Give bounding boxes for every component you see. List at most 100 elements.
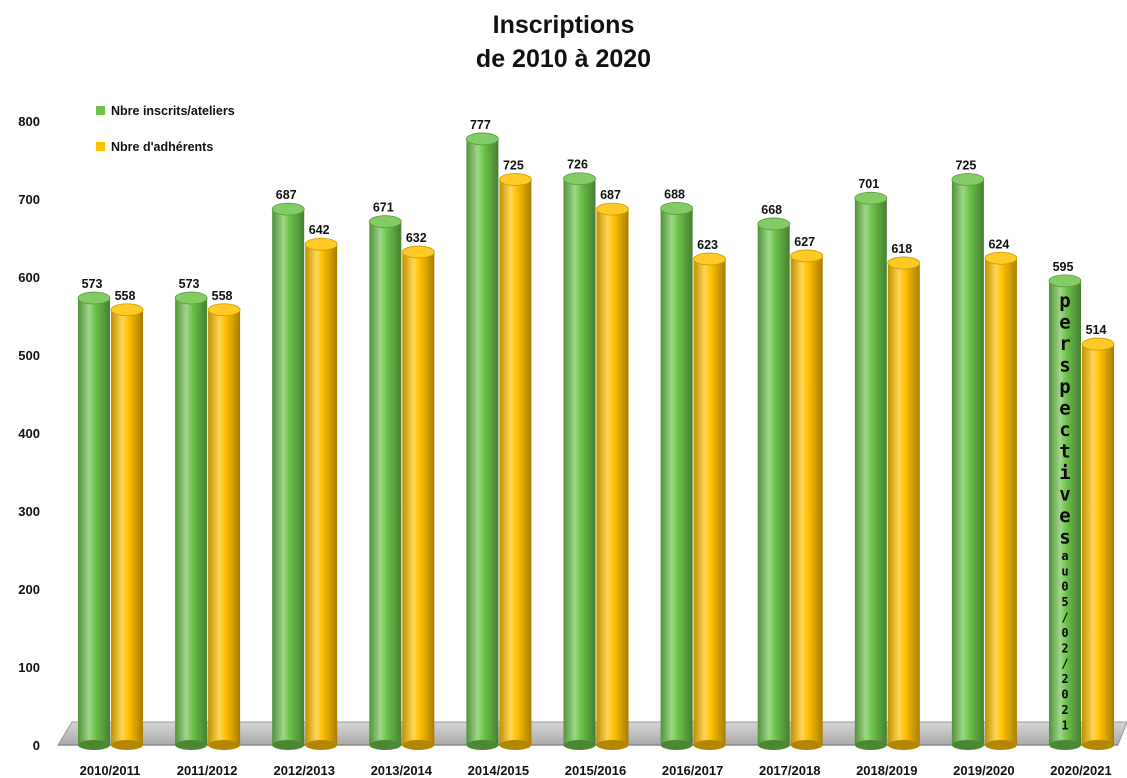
bar-adherents [305, 244, 338, 746]
bar-inscrits [660, 208, 693, 746]
annotation-letter-small: 0 [1061, 626, 1068, 640]
data-label: 618 [891, 242, 912, 256]
bar-base-cap [402, 740, 435, 750]
data-label: 671 [373, 201, 394, 215]
bar-inscrits [563, 178, 596, 746]
chart-title-line-2: de 2010 à 2020 [475, 45, 652, 73]
bar-base-cap [660, 740, 693, 750]
bar-adherents [1082, 344, 1114, 745]
y-tick-label: 0 [33, 738, 40, 753]
data-label: 642 [309, 223, 330, 237]
bar-base-cap [272, 740, 305, 750]
bar-adherents [111, 309, 143, 745]
bar-top-cap [174, 291, 208, 305]
bar-top-cap [304, 237, 338, 251]
annotation-letter: v [1059, 483, 1070, 505]
data-label: 558 [212, 289, 233, 303]
legend-label: Nbre d'adhérents [111, 140, 213, 154]
data-label: 725 [503, 159, 524, 173]
bar-base-cap [951, 740, 984, 750]
x-tick-label: 2013/2014 [371, 763, 433, 778]
bar-top-cap [499, 173, 532, 186]
data-label: 558 [115, 289, 136, 303]
y-tick-label: 800 [18, 114, 40, 129]
legend-label: Nbre inscrits/ateliers [111, 104, 235, 118]
annotation-letter: c [1059, 419, 1070, 441]
y-tick-label: 600 [18, 270, 40, 285]
x-tick-label: 2011/2012 [177, 763, 238, 778]
bar-adherents [208, 309, 241, 745]
annotation-letter: i [1059, 462, 1070, 484]
bar-inscrits [1049, 280, 1081, 745]
data-label: 573 [82, 277, 103, 291]
annotation-letter-small: 0 [1061, 580, 1068, 594]
bar-adherents [984, 258, 1017, 745]
data-label: 688 [664, 187, 685, 201]
bar-inscrits [272, 209, 305, 745]
chart-title: Inscriptions de 2010 à 2020 [0, 8, 1127, 76]
bar-base-cap [563, 740, 596, 750]
data-label: 687 [276, 188, 297, 202]
bar-top-cap [1048, 274, 1082, 288]
bar-base-cap [790, 740, 823, 750]
data-label: 668 [761, 203, 782, 217]
bar-top-cap [563, 172, 596, 186]
data-label: 632 [406, 231, 427, 245]
x-tick-label: 2018/2019 [856, 763, 917, 778]
data-label: 777 [470, 118, 491, 132]
y-tick-label: 700 [18, 192, 40, 207]
chart-title-line-1: Inscriptions [492, 11, 635, 39]
annotation-letter: s [1059, 354, 1070, 376]
annotation-letter-small: u [1061, 564, 1068, 578]
bar-inscrits [175, 298, 208, 745]
x-tick-label: 2012/2013 [273, 763, 334, 778]
bar-base-cap [78, 740, 110, 750]
y-tick-label: 500 [18, 348, 40, 363]
bar-top-cap [757, 217, 791, 231]
bar-base-cap [305, 740, 338, 750]
bar-inscrits [757, 223, 790, 745]
y-tick-label: 100 [18, 660, 40, 675]
bar-base-cap [369, 740, 402, 750]
data-label: 725 [955, 159, 976, 173]
data-label: 514 [1086, 323, 1107, 337]
data-label: 627 [794, 235, 815, 249]
annotation-letter-small: 1 [1061, 718, 1068, 732]
annotation-letter: r [1059, 333, 1070, 355]
bar-inscrits [78, 298, 110, 745]
annotation-letter: p [1059, 376, 1070, 398]
bar-top-cap [693, 252, 726, 266]
bar-base-cap [693, 740, 726, 750]
bar-inscrits [369, 221, 402, 745]
bar-adherents [887, 262, 920, 745]
annotation-letter: s [1059, 526, 1070, 548]
x-tick-label: 2015/2016 [565, 763, 626, 778]
bar-top-cap [368, 215, 402, 229]
bar-top-cap [207, 303, 241, 317]
annotation-letter-small: 0 [1061, 688, 1068, 702]
bar-top-cap [596, 202, 629, 216]
bar-inscrits [951, 179, 984, 745]
annotation-letter-small: / [1061, 611, 1068, 625]
y-tick-label: 400 [18, 426, 40, 441]
x-tick-label: 2016/2017 [662, 763, 723, 778]
bar-base-cap [887, 740, 920, 750]
bar-top-cap [465, 132, 499, 146]
bar-top-cap [660, 201, 693, 215]
bar-base-cap [757, 740, 790, 750]
annotation-letter: e [1059, 505, 1070, 527]
x-tick-label: 2010/2011 [80, 763, 141, 778]
x-tick-label: 2020/2021 [1050, 763, 1111, 778]
annotation-letter-small: 5 [1061, 595, 1068, 609]
bar-top-cap [887, 256, 921, 270]
bar-top-cap [984, 251, 1018, 265]
bar-adherents [693, 259, 726, 745]
annotation-letter-small: 2 [1061, 641, 1068, 655]
x-tick-label: 2019/2020 [953, 763, 1014, 778]
data-label: 595 [1053, 260, 1074, 274]
bar-base-cap [984, 740, 1017, 750]
bar-top-cap [271, 202, 305, 216]
annotation-letter: t [1059, 440, 1070, 462]
data-label: 623 [697, 238, 718, 252]
